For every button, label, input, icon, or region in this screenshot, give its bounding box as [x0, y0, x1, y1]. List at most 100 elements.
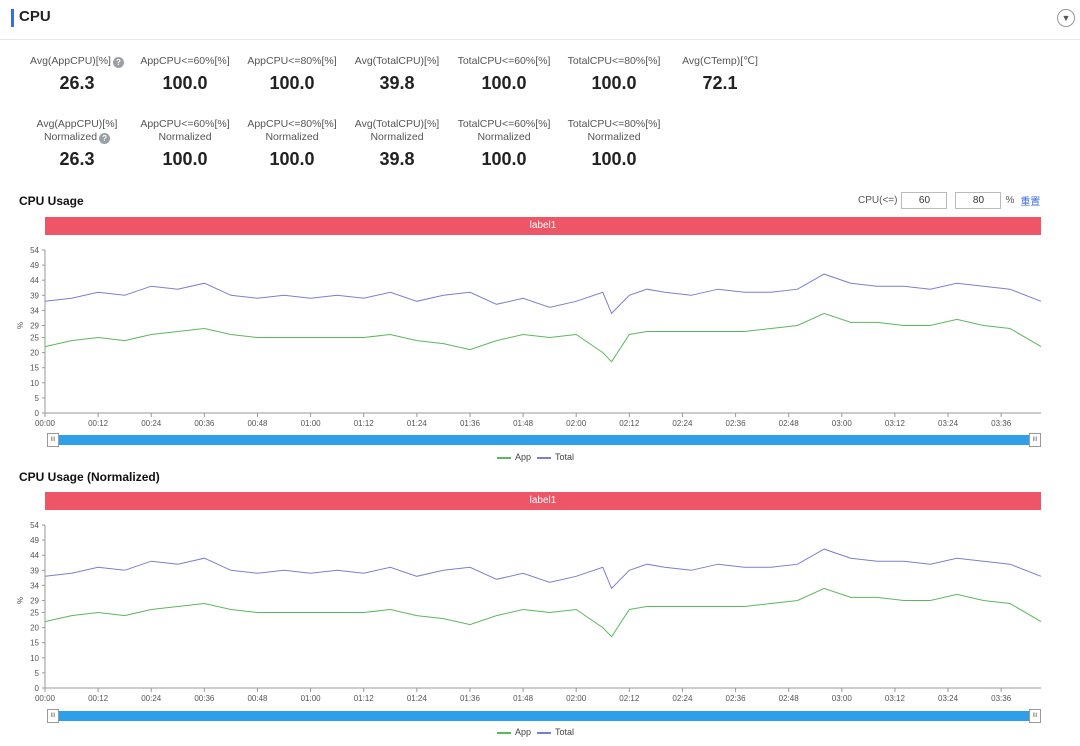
legend-item-total[interactable]: Total [537, 727, 574, 737]
y-tick-label: 0 [35, 684, 40, 693]
y-tick-label: 39 [30, 566, 39, 575]
metric-card: TotalCPU<=80%[%] 100.0 [559, 55, 669, 94]
y-tick-label: 34 [30, 581, 39, 590]
x-tick-label: 01:12 [354, 694, 375, 703]
metric-card: TotalCPU<=80%[%] Normalized 100.0 [559, 118, 669, 170]
x-tick-label: 01:36 [460, 419, 481, 428]
y-tick-label: 25 [30, 609, 39, 618]
metric-card: Avg(TotalCPU)[%] 39.8 [342, 55, 452, 94]
metric-label: Avg(AppCPU)[%]? [22, 55, 132, 68]
threshold-high-input[interactable] [955, 192, 1002, 209]
x-tick-label: 00:12 [88, 694, 109, 703]
x-tick-label: 01:24 [407, 419, 428, 428]
x-tick-label: 00:48 [247, 694, 268, 703]
series-line-app [44, 312, 1042, 363]
legend-item-app[interactable]: App [497, 452, 531, 462]
series-line-app [44, 587, 1042, 638]
chart-title-cpu-usage-normalized: CPU Usage (Normalized) [19, 470, 160, 484]
x-tick-label: 00:00 [35, 694, 56, 703]
label-bar: label1 [45, 492, 1041, 510]
metric-value: 100.0 [269, 149, 315, 169]
slider-right-handle[interactable]: III [1029, 433, 1041, 447]
help-icon[interactable]: ? [112, 57, 124, 68]
x-tick-label: 00:36 [194, 694, 215, 703]
x-tick-label: 03:24 [938, 419, 959, 428]
y-tick-label: 25 [30, 334, 39, 343]
slider-track[interactable] [47, 435, 1041, 445]
metric-value: 26.3 [59, 149, 95, 169]
legend-swatch-total [537, 456, 552, 459]
label-bar: label1 [45, 217, 1041, 235]
x-tick-label: 00:24 [141, 419, 162, 428]
x-tick-label: 00:12 [88, 419, 109, 428]
metric-card: TotalCPU<=60%[%] 100.0 [449, 55, 559, 94]
metric-card: Avg(CTemp)[℃] 72.1 [665, 55, 775, 94]
x-tick-label: 03:12 [885, 419, 906, 428]
metric-value: 72.1 [702, 73, 738, 93]
metric-value: 100.0 [481, 73, 527, 93]
slider-track[interactable] [47, 711, 1041, 721]
x-tick-label: 01:00 [301, 694, 322, 703]
legend-item-total[interactable]: Total [537, 452, 574, 462]
metric-label: AppCPU<=80%[%] Normalized [247, 118, 337, 143]
x-tick-label: 02:48 [779, 419, 800, 428]
series-line-total [44, 273, 1042, 315]
slider-left-handle[interactable]: III [47, 433, 59, 447]
x-tick-label: 01:24 [407, 694, 428, 703]
slider-left-handle[interactable]: III [47, 709, 59, 723]
x-tick-label: 02:00 [566, 694, 587, 703]
chart-legend: App Total [497, 727, 574, 737]
time-range-slider[interactable]: III III [47, 709, 1041, 723]
legend-label-total: Total [555, 452, 575, 462]
y-tick-label: 29 [30, 321, 39, 330]
x-tick-label: 02:24 [672, 694, 693, 703]
threshold-low-input[interactable] [901, 192, 948, 209]
x-tick-label: 02:48 [779, 694, 800, 703]
y-axis-label: % [16, 322, 25, 329]
x-tick-label: 03:12 [885, 694, 906, 703]
reset-link[interactable]: 重置 [1020, 197, 1041, 208]
metric-label: TotalCPU<=80%[%] Normalized [567, 118, 661, 143]
time-range-slider[interactable]: III III [47, 433, 1041, 447]
x-tick-label: 03:00 [832, 694, 853, 703]
metric-value: 100.0 [591, 73, 637, 93]
help-icon[interactable]: ? [99, 133, 111, 144]
legend-label-app: App [515, 727, 532, 737]
metric-label: AppCPU<=60%[%] [140, 55, 230, 67]
section-title: CPU [19, 8, 51, 25]
threshold-controls: CPU(<=) % 重置 [858, 192, 1040, 209]
x-tick-label: 03:00 [832, 419, 853, 428]
metric-label: TotalCPU<=60%[%] Normalized [457, 118, 551, 143]
x-tick-label: 02:24 [672, 419, 693, 428]
metric-value: 26.3 [59, 73, 95, 93]
y-tick-label: 54 [30, 521, 39, 530]
metric-label: Avg(CTemp)[℃] [682, 55, 758, 67]
y-tick-label: 20 [30, 349, 39, 358]
y-tick-label: 10 [30, 379, 39, 388]
section-header: CPU ▼ [0, 0, 1080, 40]
y-tick-label: 54 [30, 246, 39, 255]
y-tick-label: 49 [30, 261, 39, 270]
metric-value: 100.0 [269, 73, 315, 93]
legend-item-app[interactable]: App [497, 727, 531, 737]
x-tick-label: 01:36 [460, 694, 481, 703]
x-tick-label: 02:00 [566, 419, 587, 428]
metric-card: Avg(TotalCPU)[%] Normalized 39.8 [342, 118, 452, 170]
legend-swatch-total [537, 731, 552, 734]
chart-legend: App Total [497, 452, 574, 462]
metric-card: Avg(AppCPU)[%]? 26.3 [22, 55, 132, 94]
slider-right-handle[interactable]: III [1029, 709, 1041, 723]
collapse-icon[interactable]: ▼ [1057, 9, 1075, 27]
x-tick-label: 03:36 [991, 694, 1012, 703]
metric-label: TotalCPU<=60%[%] [457, 55, 551, 67]
legend-label-app: App [515, 452, 532, 462]
x-tick-label: 02:12 [619, 694, 640, 703]
chart-title-cpu-usage: CPU Usage [19, 194, 84, 208]
x-tick-label: 02:12 [619, 419, 640, 428]
x-tick-label: 00:36 [194, 419, 215, 428]
cpu-usage-normalized-chart: 0 5 10 15 20 25 29 34 39 44 49 54% 00:00 00:12 00:24 00… [16, 521, 1042, 703]
x-tick-label: 02:36 [726, 694, 747, 703]
x-tick-label: 02:36 [726, 419, 747, 428]
metric-label: Avg(TotalCPU)[%] Normalized [354, 118, 440, 143]
x-tick-label: 00:00 [35, 419, 56, 428]
